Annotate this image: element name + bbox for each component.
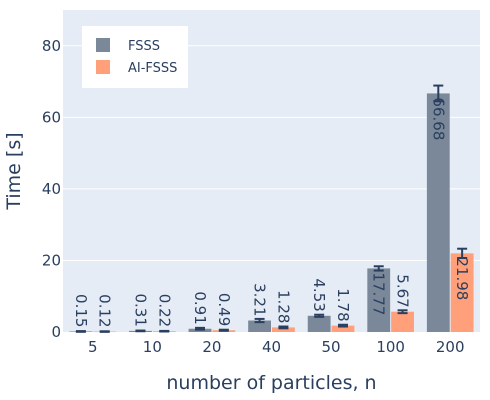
bar-label-ai-fsss-200: 21.98 <box>453 257 471 300</box>
bar-label-ai-fsss-100: 5.67 <box>394 274 412 307</box>
legend-label-ai-fsss: AI-FSSS <box>128 61 177 76</box>
bar-label-ai-fsss-40: 1.28 <box>274 290 292 323</box>
bar-label-fsss-20: 0.91 <box>191 291 209 324</box>
bar-label-ai-fsss-10: 0.22 <box>155 294 173 327</box>
x-tick-label-40: 40 <box>262 338 281 356</box>
legend-swatch-ai-fsss <box>96 60 110 74</box>
bar-ai-fsss-50 <box>331 325 355 332</box>
y-tick-label-0: 0 <box>51 323 61 341</box>
bar-label-fsss-200: 66.68 <box>429 97 447 140</box>
bar-label-ai-fsss-50: 1.78 <box>334 288 352 321</box>
bar-label-fsss-100: 17.77 <box>370 272 388 315</box>
y-tick-label-20: 20 <box>42 251 61 269</box>
x-tick-label-50: 50 <box>322 338 341 356</box>
legend: FSSS AI-FSSS <box>82 26 188 88</box>
bar-label-fsss-50: 4.53 <box>310 278 328 311</box>
bar-fsss-50 <box>307 315 331 332</box>
y-tick-label-40: 40 <box>42 180 61 198</box>
legend-swatch-fsss <box>96 38 110 52</box>
x-tick-label-5: 5 <box>88 338 98 356</box>
bar-labels: 0.15 0.12 0.31 0.22 0.91 0.49 3.21 1.28 4.53 1.78… <box>72 97 471 327</box>
bar-label-ai-fsss-20: 0.49 <box>215 293 233 326</box>
x-axis-ticks: 5 10 20 40 50 100 200 <box>88 338 465 356</box>
bar-label-fsss-5: 0.15 <box>72 294 90 327</box>
error-bars <box>75 84 468 333</box>
bar-fsss-40 <box>248 320 271 332</box>
legend-box <box>82 26 188 88</box>
bar-ai-fsss-200 <box>450 253 474 332</box>
x-tick-label-20: 20 <box>202 338 221 356</box>
bars <box>69 93 474 333</box>
x-tick-label-200: 200 <box>436 338 465 356</box>
x-axis-title: number of particles, n <box>166 372 376 394</box>
bar-label-ai-fsss-5: 0.12 <box>96 294 114 327</box>
bar-ai-fsss-100 <box>391 311 414 332</box>
y-tick-label-60: 60 <box>42 108 61 126</box>
legend-label-fsss: FSSS <box>128 39 160 54</box>
bar-ai-fsss-40 <box>272 327 295 332</box>
bar-fsss-200 <box>426 93 450 332</box>
y-axis-title: Time [s] <box>3 132 25 210</box>
bar-fsss-100 <box>367 268 391 332</box>
bar-label-fsss-10: 0.31 <box>131 293 149 326</box>
x-tick-label-100: 100 <box>376 338 405 356</box>
y-tick-label-80: 80 <box>42 37 61 55</box>
bar-label-fsss-40: 3.21 <box>251 283 269 316</box>
x-tick-label-10: 10 <box>143 338 162 356</box>
y-axis-ticks: 0 20 40 60 80 <box>42 37 61 341</box>
